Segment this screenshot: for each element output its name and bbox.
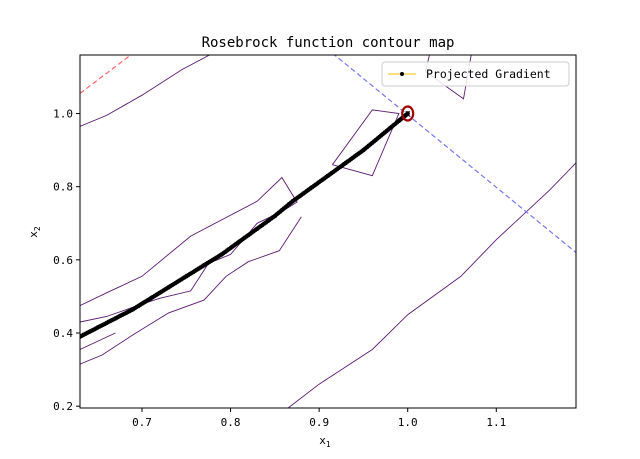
legend-marker-projected-gradient: [400, 72, 404, 76]
x-axis: 0.7 0.8 0.9 1.0 1.1: [132, 408, 506, 429]
y-tick-label: 0.4: [53, 327, 73, 340]
dashed-blue-line: [333, 55, 576, 253]
minimum-label: x: [405, 109, 411, 120]
dashed-red-line: [80, 55, 132, 94]
contour-right-arc: [287, 162, 576, 408]
y-tick-label: 0.2: [53, 400, 73, 413]
legend: Projected Gradient: [381, 61, 570, 87]
series-projected-gradient-line: [80, 112, 409, 339]
contour-diamond: [332, 109, 400, 177]
y-tick-label: 0.6: [53, 254, 73, 267]
plot-area: x: [80, 55, 576, 408]
x-tick-label: 0.7: [132, 416, 152, 429]
contour-band-lower: [80, 216, 302, 365]
y-axis: 0.2 0.4 0.6 0.8 1.0: [53, 108, 80, 413]
y-tick-label: 1.0: [53, 108, 73, 121]
chart-title: Rosebrock function contour map: [202, 35, 455, 51]
contour-band-upper: [80, 176, 298, 323]
minimum-marker: [401, 105, 415, 122]
x-axis-label: x1: [319, 434, 331, 449]
y-axis-label: x2: [27, 226, 42, 238]
x-tick-label: 0.8: [221, 416, 241, 429]
y-tick-label: 0.8: [53, 181, 73, 194]
x-tick-label: 0.9: [309, 416, 329, 429]
contour-band-lower-b: [80, 332, 116, 350]
x-tick-label: 1.1: [486, 416, 506, 429]
legend-label-projected-gradient: Projected Gradient: [426, 67, 551, 81]
contour-upper-left-a: [80, 55, 211, 127]
plot-frame: [79, 54, 577, 409]
x-tick-label: 1.0: [398, 416, 418, 429]
legend-box: [381, 61, 570, 87]
path-point: [405, 111, 410, 116]
